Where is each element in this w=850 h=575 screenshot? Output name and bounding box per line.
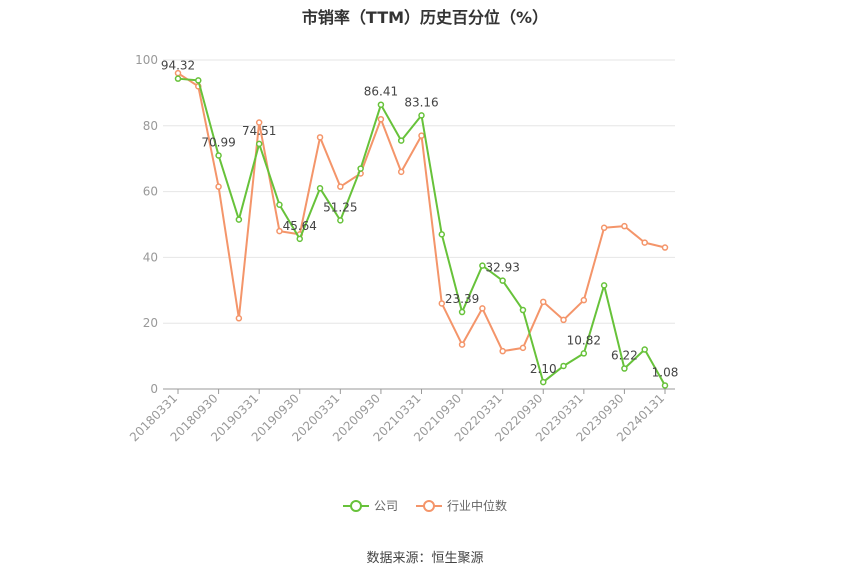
data-label: 23.39 (445, 292, 479, 306)
y-axis: 0 20 40 60 80 100 (135, 53, 158, 396)
data-point-company (641, 346, 648, 353)
data-point-industry (276, 227, 283, 235)
data-label: 83.16 (404, 95, 438, 109)
x-axis: 2018033120180930201903312019093020200331… (127, 388, 675, 444)
data-point-company (499, 277, 506, 284)
data-point-industry (337, 183, 344, 190)
y-tick-label: 0 (150, 382, 158, 396)
data-point-industry (418, 132, 425, 139)
data-point-industry (519, 344, 527, 352)
y-tick-label: 80 (143, 119, 158, 133)
data-point-industry (580, 296, 588, 304)
data-labels: 94.32 70.99 74.51 45.64 51.25 86.41 83.16 23.39… (161, 59, 679, 380)
y-tick-label: 20 (143, 316, 158, 330)
y-tick-label: 100 (135, 53, 158, 67)
data-label: 86.41 (364, 85, 398, 99)
data-point-company (479, 262, 486, 269)
data-point-company (621, 365, 628, 372)
legend-item-company[interactable]: 公司 (342, 497, 398, 514)
data-point-company (276, 201, 283, 209)
data-point-industry (560, 316, 567, 324)
data-label: 32.93 (485, 261, 519, 275)
data-point-industry (641, 239, 648, 246)
data-point-company (235, 216, 243, 223)
data-point-company (600, 282, 608, 289)
data-point-industry (458, 341, 466, 348)
data-point-company (215, 152, 222, 159)
legend-label-industry: 行业中位数 (447, 499, 508, 513)
data-point-company (397, 137, 405, 144)
legend-label-company: 公司 (373, 499, 398, 513)
grid-lines (163, 59, 675, 324)
data-point-industry (621, 222, 628, 230)
data-label: 45.64 (283, 219, 317, 233)
data-point-company (296, 235, 303, 243)
data-point-industry (215, 183, 222, 190)
data-point-company (418, 112, 425, 119)
data-point-industry (600, 224, 608, 232)
data-label: 94.32 (161, 59, 195, 73)
chart-title: 市销率（TTM）历史百分位（%） (301, 8, 549, 27)
data-point-company (377, 101, 385, 108)
y-tick-label: 60 (143, 185, 158, 199)
data-label: 51.25 (323, 200, 357, 214)
data-label: 2.10 (530, 362, 557, 376)
series-lines (174, 69, 669, 389)
data-label: 1.08 (652, 365, 679, 379)
data-point-industry (255, 119, 263, 126)
data-point-company (519, 306, 527, 314)
data-label: 70.99 (201, 135, 235, 149)
data-point-industry (397, 168, 405, 176)
legend: 公司 行业中位数 (0, 497, 850, 514)
data-label: 10.82 (567, 333, 601, 347)
data-point-company (560, 362, 567, 370)
data-point-industry (661, 244, 669, 251)
data-point-company (195, 77, 202, 84)
data-point-industry (316, 134, 324, 141)
data-label: 74.51 (242, 124, 276, 138)
data-point-industry (499, 347, 506, 355)
data-point-industry (438, 300, 446, 307)
data-point-company (458, 308, 466, 316)
data-point-company (337, 217, 344, 224)
data-point-industry (377, 115, 385, 123)
data-source: 数据来源：恒生聚源 (366, 551, 484, 566)
data-point-company (580, 350, 588, 357)
data-point-company (316, 185, 324, 192)
data-point-company (255, 140, 263, 148)
legend-item-industry[interactable]: 行业中位数 (416, 497, 507, 514)
data-point-company (174, 75, 182, 82)
data-point-company (357, 165, 364, 172)
data-point-industry (540, 298, 547, 306)
data-point-company (438, 231, 446, 238)
data-point-industry (235, 315, 243, 322)
data-point-company (661, 382, 669, 389)
data-point-company (540, 378, 547, 386)
data-point-industry (479, 305, 486, 312)
y-tick-label: 40 (143, 250, 158, 264)
data-label: 6.22 (611, 349, 638, 363)
